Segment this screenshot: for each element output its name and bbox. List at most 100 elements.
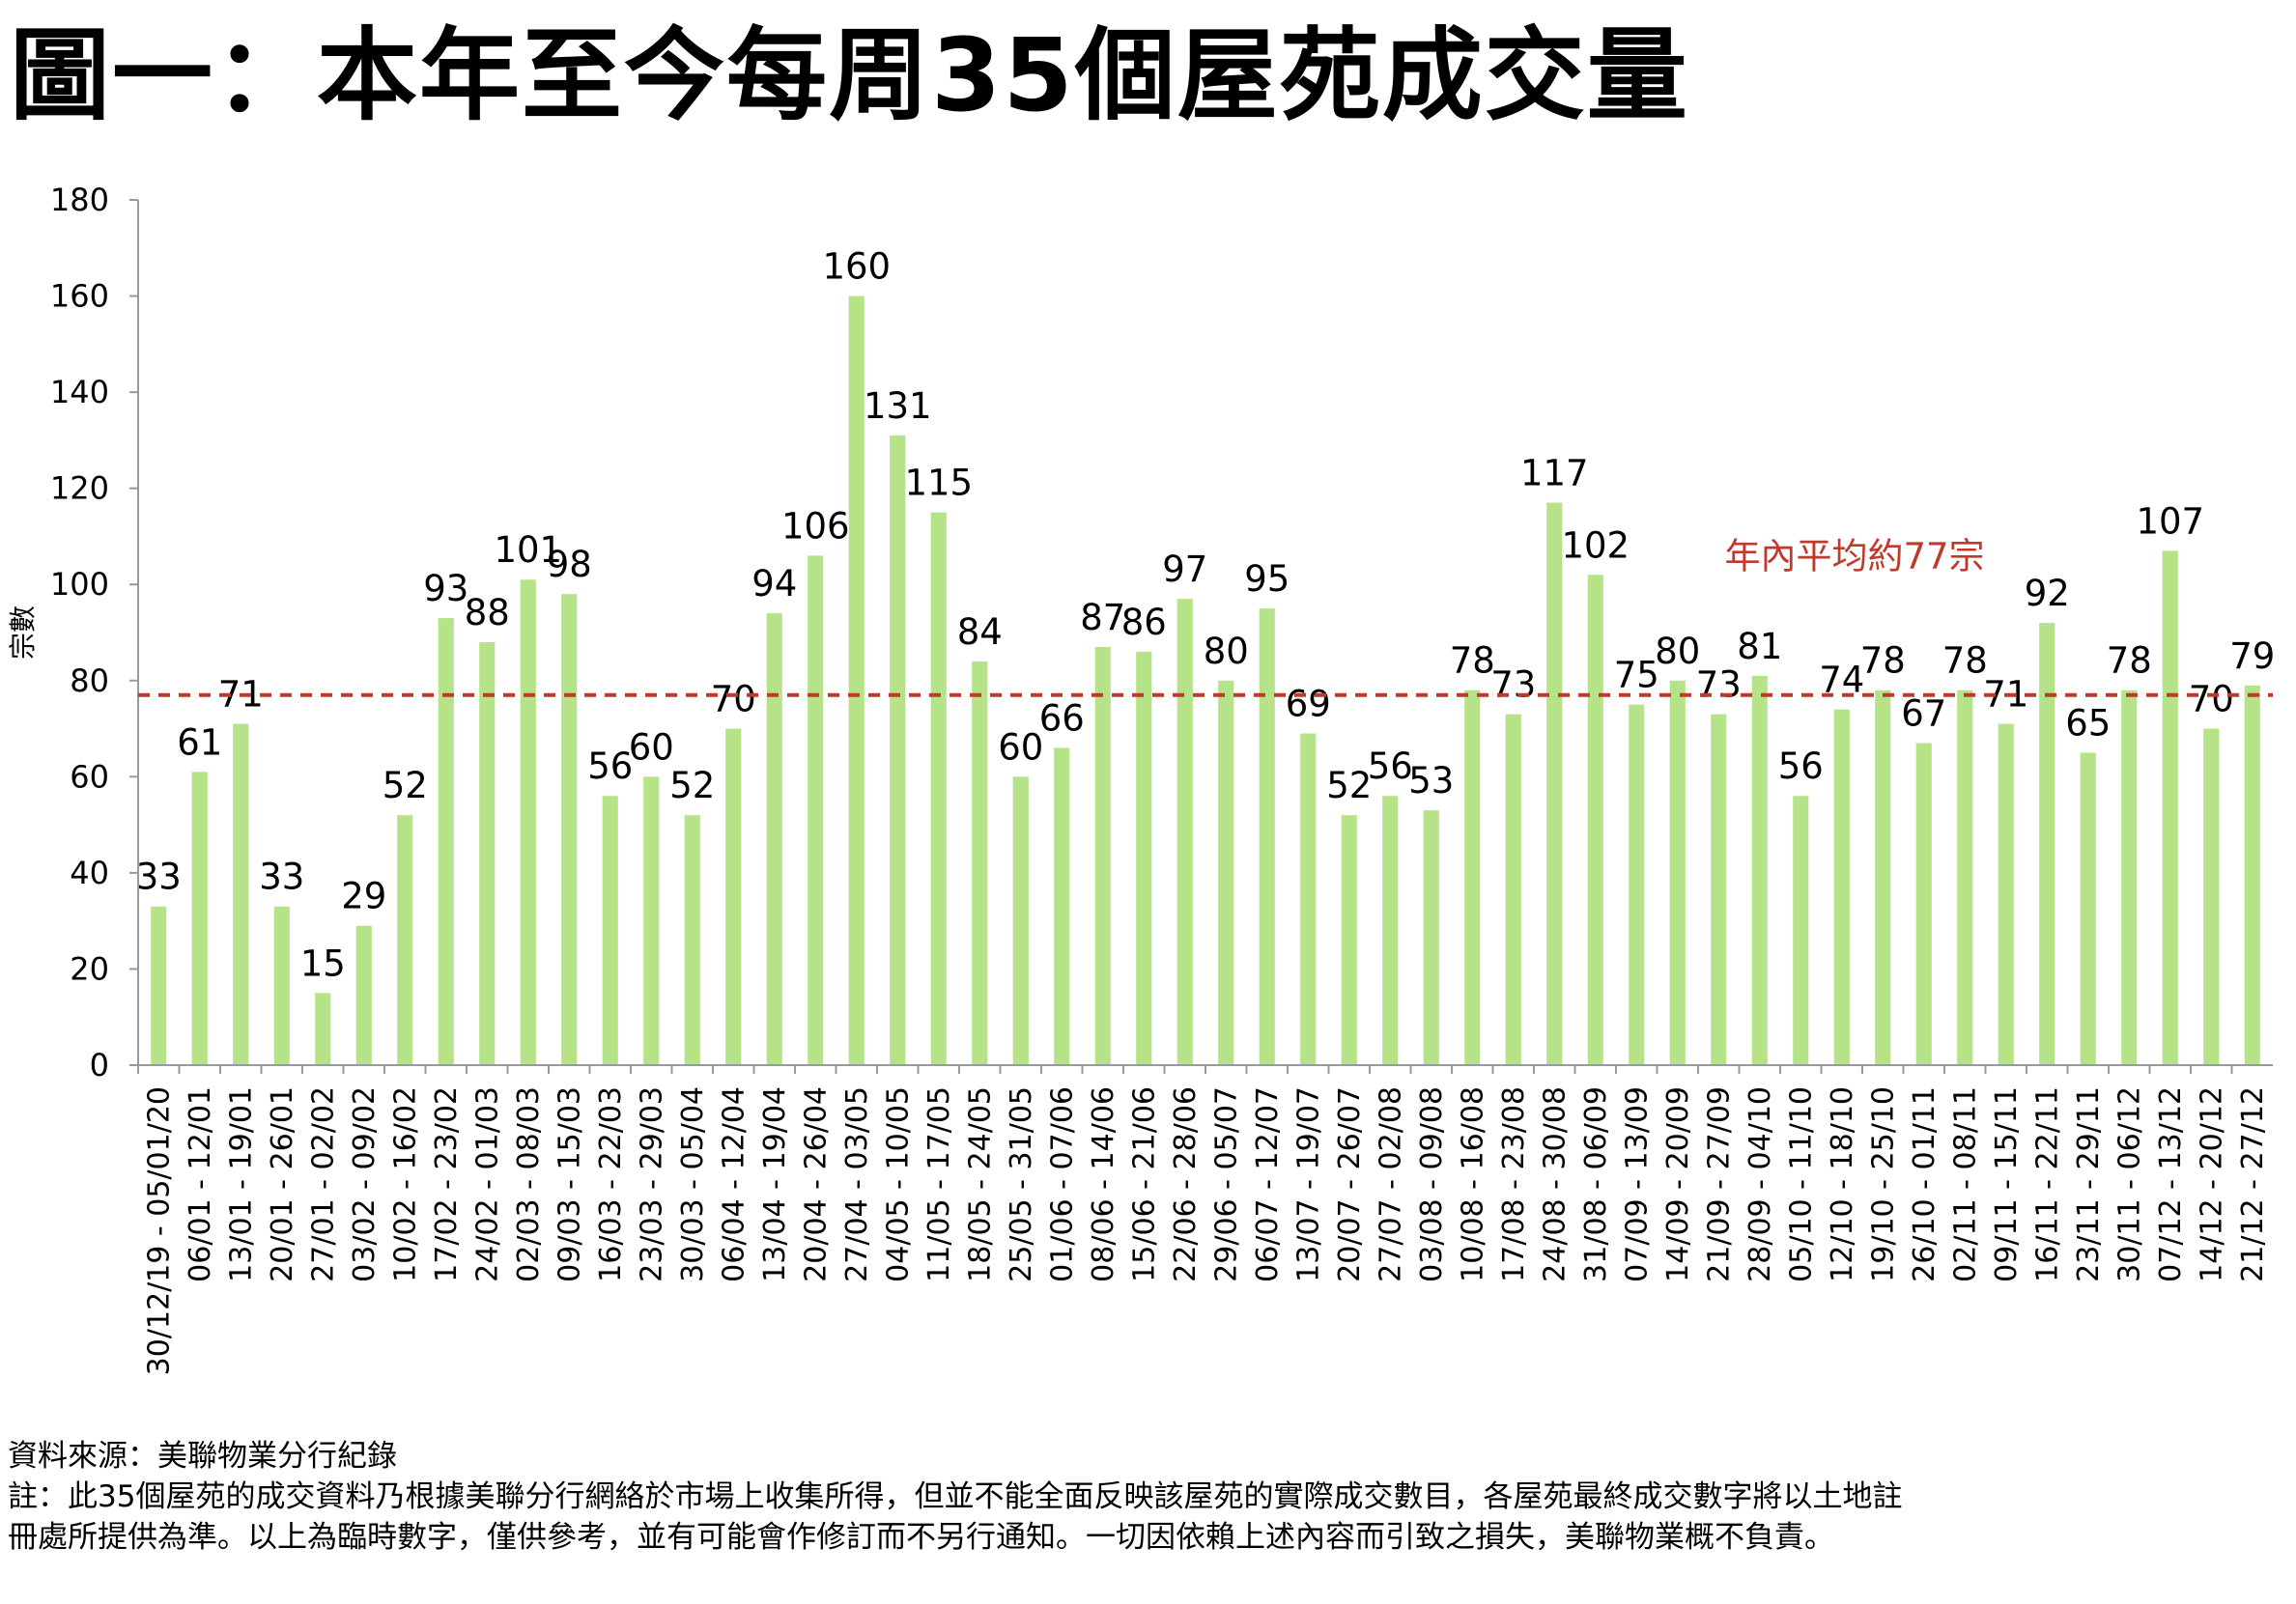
x-tick-label: 06/01 - 12/01 <box>184 1086 217 1282</box>
bar <box>191 772 208 1065</box>
y-tick-label: 20 <box>70 950 109 987</box>
x-tick-label: 03/02 - 09/02 <box>348 1086 382 1282</box>
x-tick-label: 27/01 - 02/02 <box>306 1086 340 1282</box>
data-label: 78 <box>1860 640 1906 682</box>
x-tick-label: 26/10 - 01/11 <box>1908 1086 1942 1282</box>
x-tick-label: 14/12 - 20/12 <box>2195 1086 2228 1282</box>
x-tick-label: 13/07 - 19/07 <box>1291 1086 1325 1282</box>
x-tick-label: 24/08 - 30/08 <box>1538 1086 1572 1282</box>
y-axis-title: 宗數 <box>7 605 39 660</box>
data-label: 106 <box>781 505 850 547</box>
x-tick-label: 30/12/19 - 05/01/20 <box>142 1086 176 1375</box>
data-label: 92 <box>2025 573 2070 614</box>
x-tick-label: 20/04 - 26/04 <box>799 1086 833 1282</box>
data-label: 86 <box>1121 602 1167 643</box>
data-labels: 3361713315295293881019856605270941061601… <box>136 246 2276 985</box>
bar-series <box>151 295 2260 1065</box>
x-axis-tick-labels: 30/12/19 - 05/01/20 06/01 - 12/01 13/01 - … <box>137 1065 2270 1375</box>
x-tick-label: 17/08 - 23/08 <box>1497 1086 1531 1282</box>
x-tick-label: 20/07 - 26/07 <box>1333 1086 1367 1282</box>
x-tick-label: 02/03 - 08/03 <box>512 1086 546 1282</box>
data-label: 94 <box>751 563 797 605</box>
bar <box>1833 709 1850 1065</box>
bar <box>1464 689 1481 1065</box>
x-tick-label: 07/09 - 13/09 <box>1620 1086 1654 1282</box>
x-tick-label: 06/04 - 12/04 <box>717 1086 751 1282</box>
bar <box>684 815 700 1065</box>
data-label: 61 <box>177 721 222 763</box>
x-tick-label: 27/04 - 03/05 <box>840 1086 874 1282</box>
disclaimer-line-1: 註：此35個屋苑的成交資料乃根據美聯分行網絡於市場上收集所得，但並不能全面反映該… <box>8 1479 1903 1514</box>
data-label: 117 <box>1520 453 1589 494</box>
bar <box>1751 675 1768 1065</box>
x-tick-label: 13/01 - 19/01 <box>224 1086 258 1282</box>
y-tick-label: 60 <box>70 758 109 795</box>
x-tick-label: 18/05 - 24/05 <box>963 1086 997 1282</box>
data-label: 56 <box>1778 746 1824 787</box>
data-label: 84 <box>957 611 1003 653</box>
bar <box>2121 689 2138 1065</box>
x-tick-label: 30/03 - 05/04 <box>676 1086 710 1282</box>
bar <box>273 906 290 1065</box>
bar <box>643 776 660 1065</box>
x-tick-label: 01/06 - 07/06 <box>1045 1086 1079 1282</box>
page-title: 圖一：本年至今每周35個屋苑成交量 <box>10 16 1689 134</box>
bar <box>1875 689 1891 1065</box>
bar <box>1423 810 1439 1065</box>
data-label: 33 <box>136 857 182 898</box>
x-tick-label: 31/08 - 06/09 <box>1579 1086 1613 1282</box>
bar <box>1915 743 1932 1065</box>
data-label: 53 <box>1408 760 1454 802</box>
x-tick-label: 24/02 - 01/03 <box>470 1086 504 1282</box>
x-tick-label: 03/08 - 09/08 <box>1415 1086 1449 1282</box>
x-tick-label: 16/11 - 22/11 <box>2030 1086 2064 1282</box>
data-label: 66 <box>1039 697 1085 739</box>
x-tick-label: 13/04 - 19/04 <box>758 1086 792 1282</box>
bar <box>1998 723 2014 1065</box>
data-label: 75 <box>1614 655 1659 696</box>
data-label: 67 <box>1901 692 1946 734</box>
bar <box>2203 728 2220 1065</box>
bar <box>725 728 742 1065</box>
footnotes: 資料來源：美聯物業分行紀錄 註：此35個屋苑的成交資料乃根據美聯分行網絡於市場上… <box>8 1436 2287 1558</box>
data-label: 160 <box>822 246 891 288</box>
data-label: 60 <box>629 726 674 768</box>
data-label: 56 <box>587 746 633 787</box>
x-tick-label: 29/06 - 05/07 <box>1209 1086 1243 1282</box>
x-tick-label: 12/10 - 18/10 <box>1826 1086 1859 1282</box>
bar <box>1259 608 1275 1065</box>
data-label: 29 <box>341 876 386 917</box>
data-label: 78 <box>1450 640 1495 682</box>
data-label: 70 <box>711 679 756 720</box>
bar <box>397 815 413 1065</box>
y-tick-label: 80 <box>70 662 109 699</box>
x-tick-label: 07/12 - 13/12 <box>2154 1086 2188 1282</box>
y-tick-label: 40 <box>70 855 109 891</box>
bar <box>561 594 578 1065</box>
x-tick-label: 08/06 - 14/06 <box>1087 1086 1120 1282</box>
average-label: 年內平均約77宗 <box>1724 536 1984 577</box>
data-label: 80 <box>1655 631 1700 672</box>
average-reference: 年內平均約77宗 <box>138 536 2273 697</box>
data-label: 115 <box>904 463 973 504</box>
data-label: 93 <box>423 568 468 609</box>
data-label: 73 <box>1490 664 1536 706</box>
data-label: 98 <box>547 544 592 585</box>
data-label: 131 <box>864 385 932 427</box>
bar <box>1300 733 1317 1065</box>
data-label: 52 <box>1326 765 1372 806</box>
y-tick-label: 120 <box>50 470 109 507</box>
x-tick-label: 23/11 - 29/11 <box>2072 1086 2106 1282</box>
x-tick-label: 16/03 - 22/03 <box>594 1086 628 1282</box>
data-label: 73 <box>1696 664 1742 706</box>
x-tick-label: 06/07 - 12/07 <box>1251 1086 1285 1282</box>
bar <box>315 993 331 1065</box>
x-tick-label: 09/11 - 15/11 <box>1990 1086 2024 1282</box>
bar <box>520 579 536 1065</box>
bar <box>2039 623 2055 1065</box>
x-tick-label: 15/06 - 21/06 <box>1127 1086 1161 1282</box>
data-label: 52 <box>669 765 715 806</box>
x-tick-label: 14/09 - 20/09 <box>1661 1086 1695 1282</box>
bar <box>1793 796 1809 1065</box>
data-label: 79 <box>2229 635 2275 677</box>
